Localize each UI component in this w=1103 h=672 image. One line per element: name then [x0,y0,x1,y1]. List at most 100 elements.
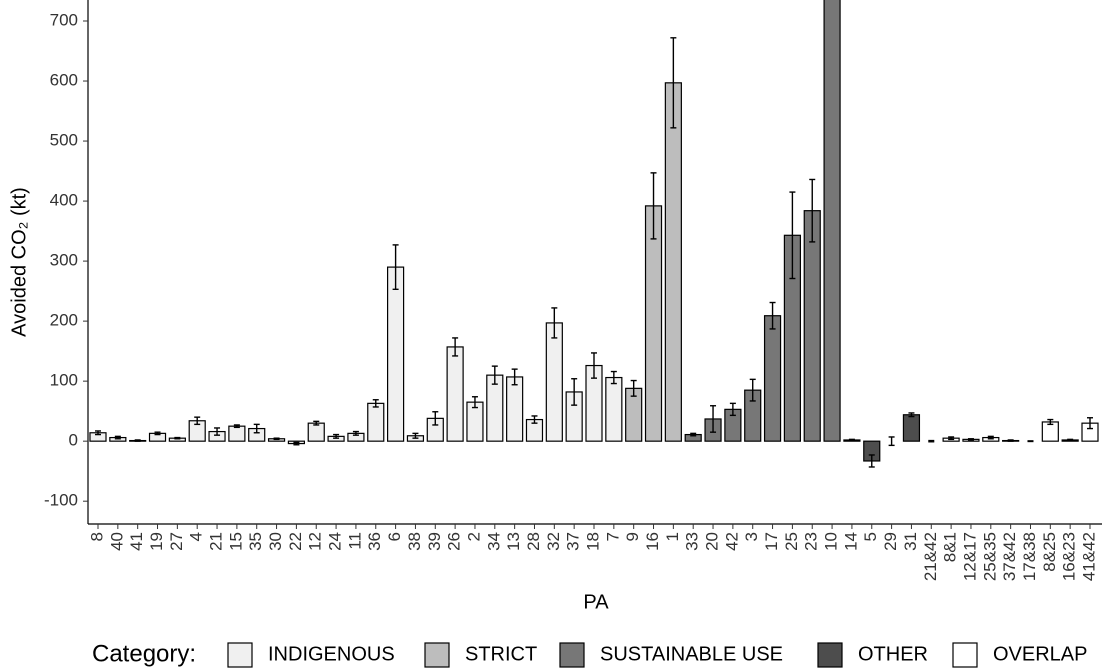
error-bar [1087,417,1093,430]
x-tick-label: 38 [405,532,424,551]
error-bar [253,423,260,434]
bar [387,266,405,442]
bar [367,402,385,442]
x-tick-label: 16 [643,532,662,551]
error-bar [967,438,974,441]
x-tick-label: 42 [722,532,741,551]
legend-label: SUSTAINABLE USE [600,643,783,665]
error-bar [1007,439,1014,442]
error-bar [114,435,121,440]
x-tick-label: 4 [187,532,206,541]
x-tick-label: 2 [464,532,483,541]
error-bar [551,307,558,339]
x-tick-label: 25 [782,532,801,551]
x-tick-label: 12&17 [960,532,979,581]
bar [228,425,246,442]
x-tick-label: 25&35 [980,532,999,581]
x-tick-label: 14 [841,532,860,551]
error-bar [928,439,935,443]
error-bar [591,352,597,379]
x-tick-label: 37&42 [1000,532,1019,581]
x-tick-label: 41&42 [1079,532,1098,581]
x-tick-label: 20 [703,532,722,551]
error-bar [1067,438,1074,442]
error-bar [491,365,498,385]
error-bar [710,405,717,433]
error-bar [670,37,677,129]
bar [803,210,821,442]
y-tick-label: 400 [50,191,78,210]
error-bar [610,370,617,385]
error-bar [134,439,141,442]
legend-swatch [559,642,585,668]
error-bar [848,438,855,442]
bar [545,322,563,442]
y-tick-label: 200 [50,311,78,330]
y-tick-label: 600 [50,71,78,90]
x-tick-label: 8&1 [941,532,960,562]
error-bar [1047,418,1054,426]
error-bar [471,396,478,409]
legend-label: STRICT [465,643,537,665]
bar [446,346,464,442]
error-bar [293,441,300,446]
error-bar [214,427,221,436]
x-tick-label: 35 [246,532,265,551]
x-tick-label: 13 [504,532,523,551]
legend-label: INDIGENOUS [268,643,395,665]
y-tick-label: -100 [44,491,78,510]
error-bar [392,244,399,291]
y-tick-label: 100 [50,371,78,390]
error-bar [630,379,637,397]
error-bar [868,454,875,468]
x-tick-label: 32 [544,532,563,551]
error-bar [789,191,796,280]
error-bar [948,436,955,441]
legend-label: OVERLAP [993,643,1087,665]
error-bar [908,412,915,418]
legend-swatch [424,642,450,668]
legend-swatch [817,642,843,668]
error-bar [372,399,379,408]
error-bar [333,433,340,439]
bar [506,376,524,442]
x-tick-label: 3 [742,532,761,541]
x-tick-label: 1 [663,532,682,541]
error-bar [1027,440,1034,443]
x-tick-label: 18 [583,532,602,551]
y-tick-label: 700 [50,10,78,29]
x-tick-label: 17 [762,532,781,551]
x-tick-label: 33 [683,532,702,551]
x-tick-label: 26 [445,532,464,551]
error-bar [571,378,578,406]
error-bar [412,432,419,439]
x-tick-label: 40 [107,532,126,551]
error-bar [511,368,518,386]
x-tick-label: 30 [266,532,285,551]
y-tick-label: 300 [50,251,78,270]
error-bar [194,416,201,426]
x-tick-label: 6 [385,532,404,541]
bar [902,414,921,442]
bar [644,205,663,442]
x-tick-label: 16&23 [1060,532,1079,581]
x-tick-label: 10 [822,532,841,551]
x-tick-label: 27 [167,532,186,551]
error-bar [432,411,439,426]
error-bar [233,424,240,429]
error-bar [352,430,359,436]
error-bar [452,337,459,357]
x-tick-label: 5 [861,532,880,541]
x-tick-label: 11 [345,532,364,550]
plot-area [89,0,1099,468]
x-tick-label: 21&42 [921,532,940,581]
error-bar [174,436,181,440]
error-bar [154,431,161,436]
x-tick-label: 34 [484,532,503,551]
error-bar [729,402,736,417]
x-tick-label: 9 [623,532,642,541]
error-bar [273,437,280,441]
x-tick-label: 28 [524,532,543,551]
x-tick-label: 17&38 [1020,532,1039,581]
